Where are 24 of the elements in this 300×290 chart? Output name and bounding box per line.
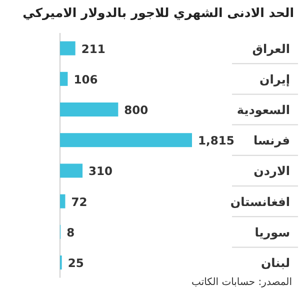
data-label: 25: [68, 256, 84, 270]
chart-title: الحد الادنى الشهري للاجور بالدولار الاميركي: [22, 5, 294, 21]
data-label: 211: [81, 42, 106, 56]
bar: [60, 72, 68, 86]
bar: [60, 194, 66, 208]
y-tick-label: إيران: [260, 72, 290, 86]
data-label: 8: [66, 225, 75, 240]
y-tick-label: العراق: [252, 42, 290, 56]
y-tick-label: لبنان: [260, 256, 290, 270]
bar: [60, 164, 83, 178]
bar: [60, 102, 118, 116]
data-label: 1,815: [198, 134, 234, 148]
data-label: 800: [124, 103, 148, 117]
y-tick-label: السعودية: [236, 103, 290, 117]
data-label: 72: [71, 194, 88, 209]
y-tick-label: الاردن: [254, 164, 290, 178]
y-tick-label: سوريا: [254, 225, 290, 240]
bar: [60, 133, 192, 148]
bar: [60, 41, 76, 56]
y-tick-label: فرنسا: [253, 134, 290, 148]
y-tick-label: افغانستان: [230, 194, 290, 209]
data-label: 310: [88, 164, 113, 178]
data-label: 106: [74, 72, 98, 86]
annotation: المصدر: حسابات الكاتب: [192, 277, 292, 288]
